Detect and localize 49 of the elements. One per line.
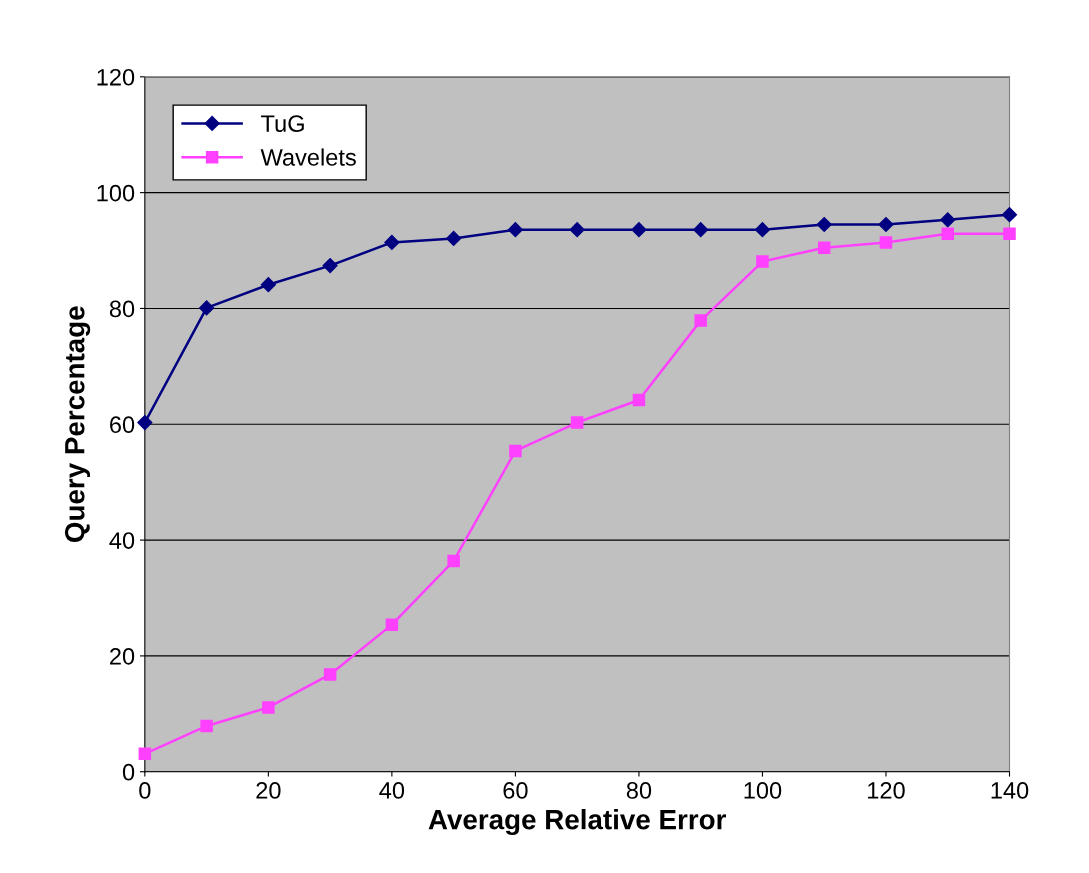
point — [1003, 227, 1016, 241]
x-tick-label: 60 — [503, 782, 528, 799]
point — [262, 701, 275, 714]
point — [569, 222, 585, 238]
point — [446, 230, 462, 246]
point — [754, 222, 771, 238]
point — [384, 234, 400, 251]
point — [447, 554, 460, 568]
point — [138, 747, 152, 761]
y-tick-label: 120 — [97, 68, 135, 86]
point — [570, 416, 584, 429]
point — [940, 212, 956, 228]
point — [816, 216, 832, 233]
x-tick-label: 80 — [626, 782, 652, 799]
x-tick-label: 40 — [379, 782, 405, 799]
point — [199, 300, 215, 316]
y-tick-label: 100 — [97, 184, 135, 202]
y-tick-label: 60 — [110, 416, 135, 434]
point — [260, 277, 276, 293]
point — [941, 227, 954, 241]
point — [632, 393, 646, 407]
point — [694, 314, 707, 327]
y-tick-label: 80 — [109, 300, 135, 318]
point — [322, 258, 338, 274]
point — [1001, 207, 1018, 223]
x-tick-label: 100 — [744, 782, 782, 799]
point — [878, 216, 894, 233]
point — [137, 414, 153, 431]
x-tick-label: 0 — [139, 782, 151, 799]
y-tick-label: 40 — [109, 532, 135, 549]
point — [693, 222, 709, 238]
legend-label: TuG — [261, 115, 304, 132]
point — [323, 668, 337, 681]
point — [879, 236, 893, 249]
point — [507, 222, 523, 238]
x-tick-label: 120 — [868, 782, 905, 799]
y-axis-title: Query Percentage — [64, 306, 91, 543]
point — [756, 255, 769, 268]
x-axis-title: Average Relative Error — [428, 809, 726, 836]
point — [385, 618, 399, 631]
y-tick-label: 0 — [122, 763, 135, 781]
x-tick-label: 140 — [991, 782, 1029, 799]
point — [817, 241, 831, 254]
point — [509, 444, 522, 458]
y-tick-label: 20 — [110, 647, 135, 665]
legend-label: Wavelets — [260, 148, 356, 166]
point — [631, 222, 647, 238]
x-tick-label: 20 — [256, 782, 281, 799]
point — [200, 719, 213, 733]
